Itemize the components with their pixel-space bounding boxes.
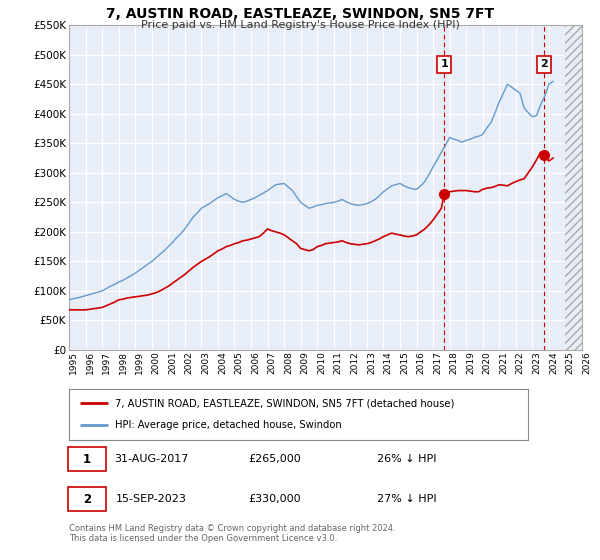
Text: HPI: Average price, detached house, Swindon: HPI: Average price, detached house, Swin… [115, 421, 341, 431]
Text: 26% ↓ HPI: 26% ↓ HPI [377, 454, 436, 464]
Text: 15-SEP-2023: 15-SEP-2023 [116, 494, 187, 504]
Text: 2008: 2008 [284, 351, 293, 374]
Text: 2026: 2026 [582, 351, 591, 374]
Text: 2012: 2012 [350, 351, 359, 374]
Text: £265,000: £265,000 [248, 454, 301, 464]
Text: 2025: 2025 [565, 351, 574, 374]
Text: 2010: 2010 [317, 351, 326, 374]
Text: 1995: 1995 [69, 351, 78, 374]
Text: 2020: 2020 [483, 351, 492, 374]
Text: 2001: 2001 [168, 351, 177, 374]
Text: 2002: 2002 [185, 351, 194, 374]
Text: 2: 2 [83, 493, 91, 506]
Text: 2019: 2019 [466, 351, 475, 374]
Text: 2014: 2014 [383, 351, 392, 374]
Text: 2006: 2006 [251, 351, 260, 374]
Text: 27% ↓ HPI: 27% ↓ HPI [377, 494, 436, 504]
Text: 7, AUSTIN ROAD, EASTLEAZE, SWINDON, SN5 7FT: 7, AUSTIN ROAD, EASTLEAZE, SWINDON, SN5 … [106, 7, 494, 21]
Text: 31-AUG-2017: 31-AUG-2017 [114, 454, 188, 464]
Text: 2007: 2007 [268, 351, 277, 374]
Text: 2018: 2018 [449, 351, 458, 374]
Text: 2024: 2024 [549, 351, 558, 374]
FancyBboxPatch shape [68, 487, 106, 511]
Text: 1997: 1997 [102, 351, 111, 374]
Text: 2022: 2022 [516, 351, 525, 374]
Text: 1996: 1996 [86, 351, 95, 374]
Text: 2009: 2009 [301, 351, 310, 374]
Text: £330,000: £330,000 [248, 494, 301, 504]
Text: 2003: 2003 [202, 351, 211, 374]
Text: 2: 2 [540, 59, 548, 69]
Text: 2015: 2015 [400, 351, 409, 374]
Text: 1: 1 [440, 59, 448, 69]
FancyBboxPatch shape [68, 447, 106, 471]
Bar [565, 25, 582, 350]
Text: 2004: 2004 [218, 351, 227, 374]
Text: 2013: 2013 [367, 351, 376, 374]
Text: Contains HM Land Registry data © Crown copyright and database right 2024.
This d: Contains HM Land Registry data © Crown c… [69, 524, 395, 543]
Text: 2000: 2000 [152, 351, 161, 374]
Text: 1999: 1999 [135, 351, 144, 374]
Text: 2017: 2017 [433, 351, 442, 374]
Text: 1: 1 [83, 452, 91, 465]
Text: 2011: 2011 [334, 351, 343, 374]
Text: Price paid vs. HM Land Registry's House Price Index (HPI): Price paid vs. HM Land Registry's House … [140, 20, 460, 30]
Text: 2021: 2021 [499, 351, 508, 374]
Text: 7, AUSTIN ROAD, EASTLEAZE, SWINDON, SN5 7FT (detached house): 7, AUSTIN ROAD, EASTLEAZE, SWINDON, SN5 … [115, 398, 454, 408]
Text: 2005: 2005 [235, 351, 244, 374]
Text: 1998: 1998 [119, 351, 128, 374]
Text: 2023: 2023 [532, 351, 541, 374]
Text: 2016: 2016 [416, 351, 425, 374]
